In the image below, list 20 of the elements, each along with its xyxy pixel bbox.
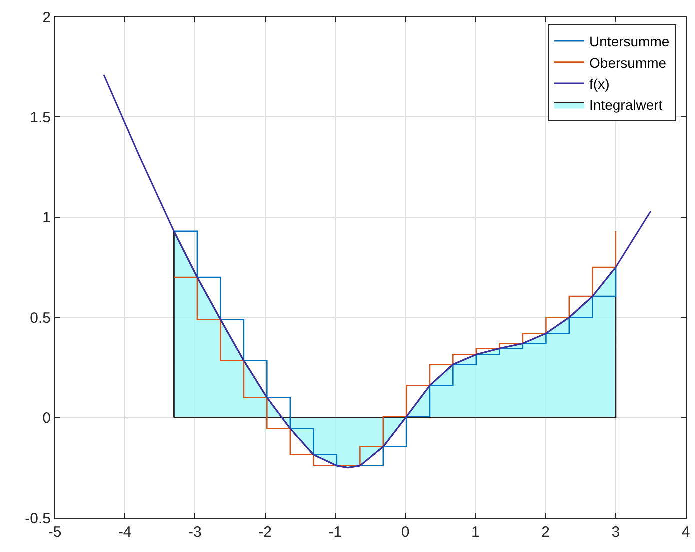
x-tick-label: 2	[542, 524, 550, 541]
x-tick-label: -1	[328, 524, 342, 541]
y-tick-label: 2	[42, 9, 51, 26]
y-tick-label: 1	[42, 210, 51, 227]
legend-label: Obersumme	[590, 54, 667, 71]
x-tick-label: -5	[48, 524, 62, 541]
y-tick-label: 0	[42, 410, 51, 428]
y-tick-label: 1.5	[30, 109, 51, 126]
legend-label: Integralwert	[590, 97, 663, 114]
y-tick-label: -0.5	[25, 510, 51, 528]
legend-label: f(x)	[590, 76, 610, 92]
x-tick-label: -4	[118, 524, 132, 541]
x-tick-label: 0	[401, 524, 410, 541]
x-tick-label: 4	[682, 524, 690, 541]
legend-label: Untersumme	[590, 34, 670, 50]
x-tick-label: -2	[258, 524, 272, 541]
y-tick-label: 0.5	[30, 310, 51, 327]
x-tick-label: -3	[188, 524, 202, 541]
x-tick-label: 1	[472, 524, 480, 541]
x-tick-label: 3	[612, 524, 620, 541]
